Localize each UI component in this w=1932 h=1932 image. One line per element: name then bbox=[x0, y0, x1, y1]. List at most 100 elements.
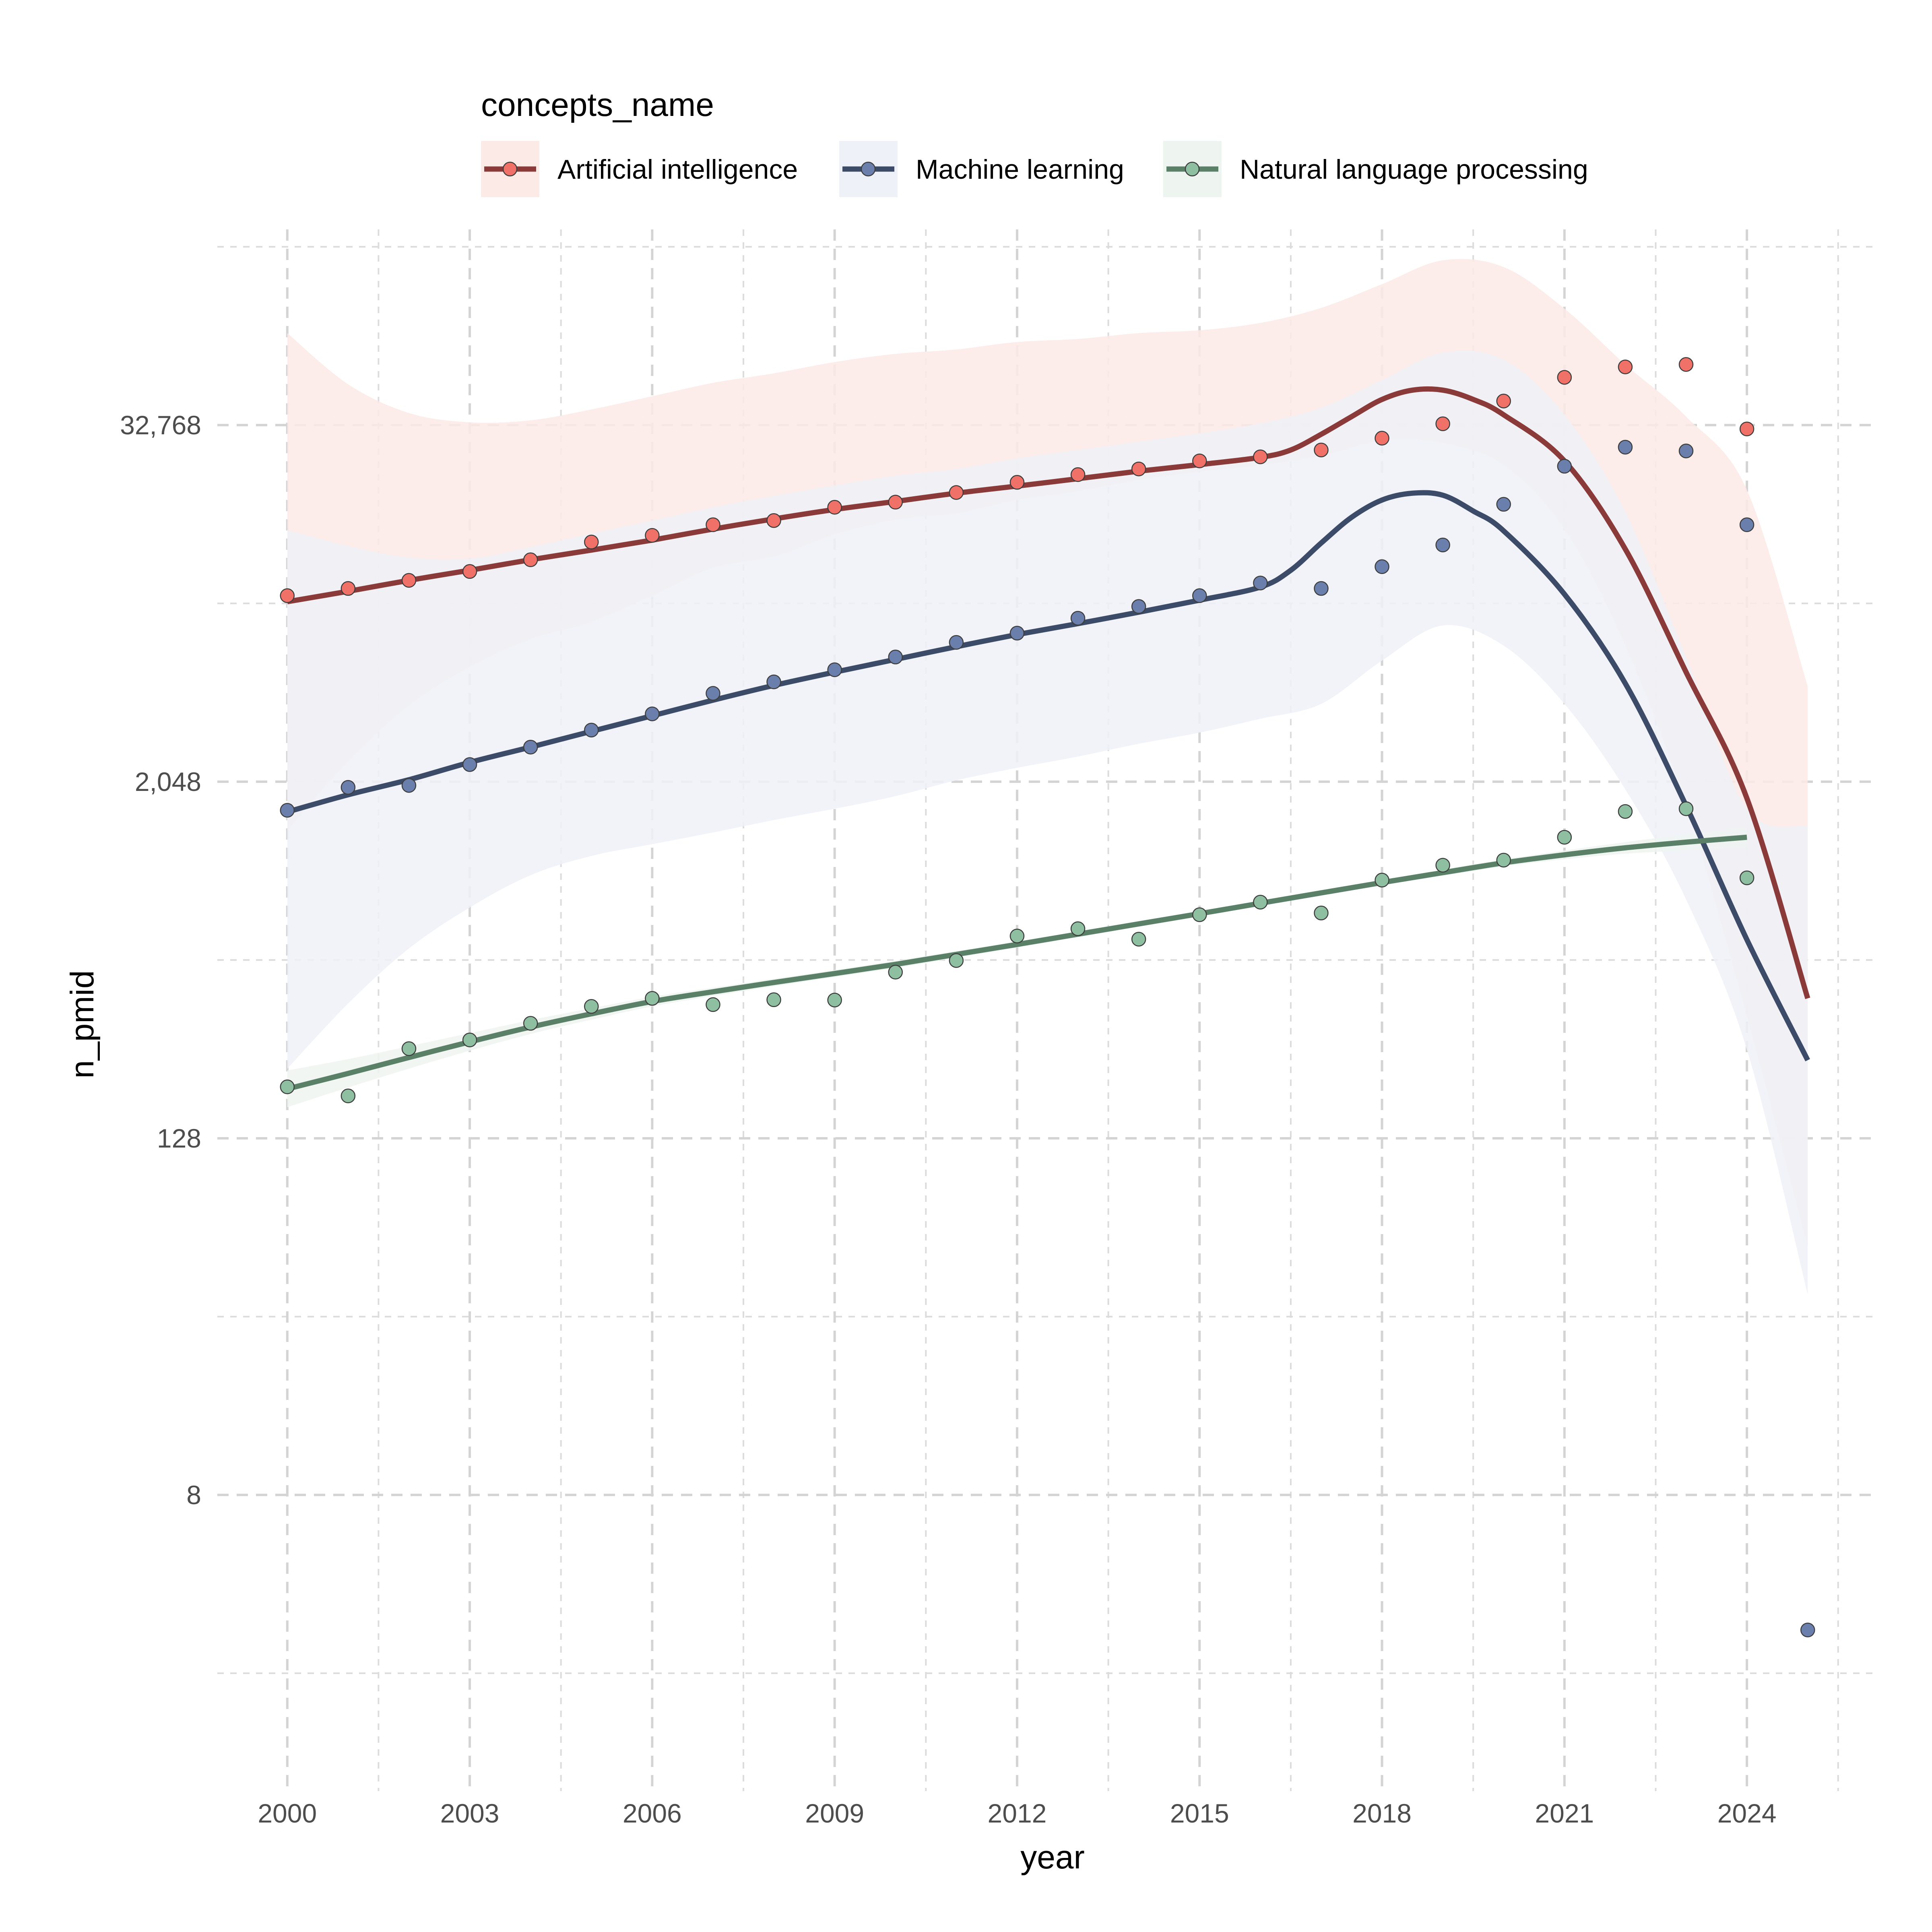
data-point-machine-learning bbox=[706, 686, 720, 701]
data-point-natural-language-processing bbox=[766, 992, 781, 1007]
data-point-artificial-intelligence bbox=[523, 552, 538, 567]
data-point-machine-learning bbox=[1070, 611, 1086, 626]
data-point-natural-language-processing bbox=[462, 1032, 477, 1048]
legend: concepts_name Artificial intelligence Mac… bbox=[481, 87, 1588, 197]
confidence-band-machine-learning bbox=[287, 351, 1808, 1295]
y-tick-label: 2,048 bbox=[135, 767, 201, 797]
legend-item-artificial-intelligence: Artificial intelligence bbox=[481, 141, 798, 197]
data-point-artificial-intelligence bbox=[1192, 453, 1207, 469]
legend-item-natural-language-processing: Natural language processing bbox=[1163, 141, 1588, 197]
data-point-artificial-intelligence bbox=[706, 517, 720, 532]
data-point-artificial-intelligence bbox=[1253, 449, 1268, 464]
data-point-machine-learning bbox=[523, 739, 538, 755]
legend-items: Artificial intelligence Machine learning N… bbox=[481, 141, 1588, 197]
data-point-natural-language-processing bbox=[706, 997, 720, 1012]
x-tick-label: 2012 bbox=[988, 1798, 1047, 1828]
data-point-natural-language-processing bbox=[1009, 929, 1025, 943]
x-axis-title: year bbox=[1020, 1839, 1085, 1876]
data-point-machine-learning bbox=[1739, 517, 1754, 532]
data-point-artificial-intelligence bbox=[1557, 370, 1572, 385]
legend-key-point-machine-learning bbox=[861, 161, 876, 177]
data-point-natural-language-processing bbox=[949, 953, 964, 968]
data-point-artificial-intelligence bbox=[1435, 416, 1450, 431]
data-point-artificial-intelligence bbox=[827, 500, 842, 515]
data-point-artificial-intelligence bbox=[645, 528, 660, 543]
data-point-artificial-intelligence bbox=[766, 513, 781, 528]
data-point-natural-language-processing bbox=[1070, 921, 1086, 936]
data-point-artificial-intelligence bbox=[1070, 467, 1086, 482]
y-tick-label: 32,768 bbox=[120, 410, 201, 440]
confidence-band-natural-language-processing bbox=[287, 827, 1747, 1107]
data-point-natural-language-processing bbox=[523, 1016, 538, 1031]
data-point-natural-language-processing bbox=[1739, 870, 1754, 886]
data-point-machine-learning bbox=[766, 674, 781, 689]
data-point-machine-learning bbox=[1557, 459, 1572, 474]
data-point-natural-language-processing bbox=[645, 991, 660, 1006]
data-point-machine-learning bbox=[1435, 537, 1450, 553]
data-point-artificial-intelligence bbox=[462, 564, 477, 579]
y-tick-label: 8 bbox=[186, 1480, 201, 1510]
data-point-machine-learning bbox=[1618, 440, 1633, 455]
data-point-machine-learning bbox=[280, 803, 295, 818]
data-point-machine-learning bbox=[949, 635, 964, 650]
x-axis-ticks: 2000 2003 2006 2009 2012 2015 2018 2021 2024 bbox=[258, 1798, 1776, 1828]
legend-key-point-artificial-intelligence bbox=[502, 161, 518, 177]
data-point-machine-learning bbox=[1314, 581, 1329, 596]
data-point-artificial-intelligence bbox=[1618, 359, 1633, 374]
data-point-natural-language-processing bbox=[401, 1041, 417, 1056]
data-point-machine-learning bbox=[1192, 588, 1207, 603]
y-axis-ticks: 8 128 2,048 32,768 bbox=[120, 410, 201, 1510]
data-point-natural-language-processing bbox=[1131, 932, 1146, 947]
data-point-natural-language-processing bbox=[1192, 907, 1207, 922]
confidence-band-artificial-intelligence bbox=[287, 259, 1808, 1247]
x-tick-label: 2018 bbox=[1352, 1798, 1412, 1828]
legend-title: concepts_name bbox=[481, 87, 714, 123]
legend-label-machine-learning: Machine learning bbox=[916, 154, 1124, 185]
data-point-machine-learning bbox=[401, 778, 417, 793]
y-axis-title: n_pmid bbox=[64, 970, 101, 1079]
data-point-natural-language-processing bbox=[280, 1080, 295, 1094]
data-point-machine-learning bbox=[1131, 599, 1146, 614]
data-point-machine-learning bbox=[1253, 576, 1268, 590]
legend-label-natural-language-processing: Natural language processing bbox=[1240, 154, 1588, 185]
data-point-artificial-intelligence bbox=[888, 495, 903, 510]
data-point-natural-language-processing bbox=[1435, 858, 1450, 873]
data-point-artificial-intelligence bbox=[401, 573, 417, 588]
data-point-artificial-intelligence bbox=[341, 581, 356, 596]
confidence-bands bbox=[287, 259, 1808, 1295]
data-point-artificial-intelligence bbox=[1009, 475, 1025, 490]
data-point-natural-language-processing bbox=[827, 993, 842, 1007]
data-point-machine-learning bbox=[1375, 559, 1389, 574]
data-point-natural-language-processing bbox=[1253, 895, 1268, 910]
smooth-line-machine-learning bbox=[287, 490, 1810, 1061]
data-point-machine-learning bbox=[462, 757, 477, 772]
data-point-artificial-intelligence bbox=[1131, 461, 1146, 477]
data-point-machine-learning bbox=[645, 706, 660, 721]
data-point-artificial-intelligence bbox=[1739, 421, 1754, 436]
x-tick-label: 2024 bbox=[1717, 1798, 1777, 1828]
x-tick-label: 2015 bbox=[1170, 1798, 1229, 1828]
data-point-machine-learning bbox=[1678, 444, 1694, 458]
data-point-artificial-intelligence bbox=[584, 535, 599, 549]
legend-key-point-natural-language-processing bbox=[1185, 161, 1200, 177]
data-point-machine-learning bbox=[888, 650, 903, 665]
legend-item-machine-learning: Machine learning bbox=[839, 141, 1124, 197]
data-point-artificial-intelligence bbox=[1678, 357, 1694, 372]
x-tick-label: 2006 bbox=[623, 1798, 682, 1828]
data-point-natural-language-processing bbox=[1678, 801, 1694, 816]
data-point-artificial-intelligence bbox=[1314, 442, 1329, 458]
x-tick-label: 2003 bbox=[440, 1798, 500, 1828]
data-point-natural-language-processing bbox=[1314, 906, 1329, 921]
data-point-machine-learning bbox=[341, 780, 356, 795]
data-point-machine-learning bbox=[1496, 497, 1511, 512]
data-point-natural-language-processing bbox=[1496, 852, 1511, 868]
data-point-natural-language-processing bbox=[1618, 804, 1633, 819]
data-point-natural-language-processing bbox=[584, 999, 599, 1014]
x-tick-label: 2021 bbox=[1535, 1798, 1594, 1828]
data-point-natural-language-processing bbox=[1557, 830, 1572, 845]
y-tick-label: 128 bbox=[157, 1123, 201, 1153]
data-point-artificial-intelligence bbox=[1496, 394, 1511, 409]
x-tick-label: 2000 bbox=[258, 1798, 317, 1828]
